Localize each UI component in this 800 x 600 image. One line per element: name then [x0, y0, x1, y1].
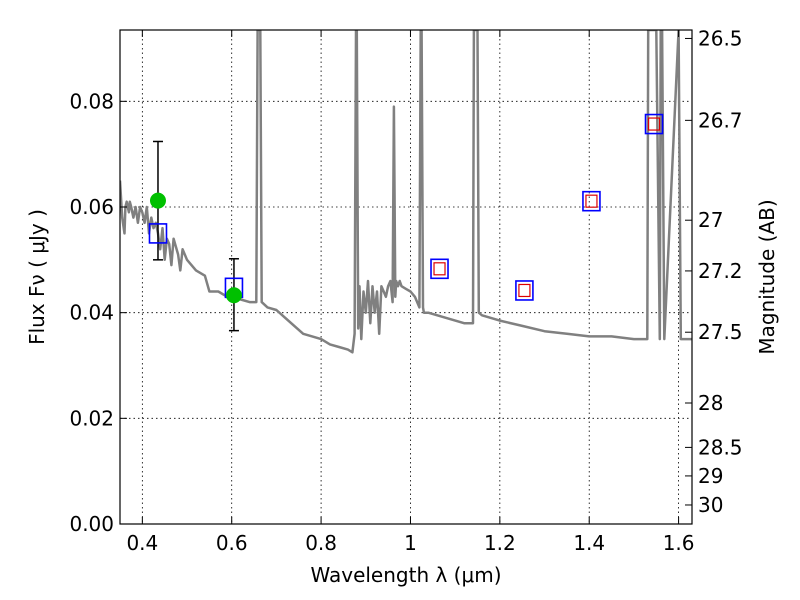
right-tick-label: 28: [698, 391, 723, 415]
observed-flux-point: [149, 192, 166, 209]
model-flux-box: [515, 280, 534, 301]
model-flux-box: [430, 258, 449, 280]
x-tick-label: 0.6: [216, 531, 248, 555]
x-axis-ticks: 0.4 0.6 0.8 1 1.2 1.4 1.6: [126, 30, 695, 555]
y-tick-label: 0.02: [69, 406, 114, 430]
x-tick-label: 1: [404, 531, 417, 555]
y-tick-label: 0.08: [69, 89, 114, 113]
x-tick-label: 0.4: [126, 531, 158, 555]
plot-area: [120, 30, 692, 354]
plot-frame: [119, 29, 693, 525]
x-tick-label: 1.2: [484, 531, 516, 555]
right-tick-label: 27.2: [698, 259, 743, 283]
model-flux-inner-box: [433, 262, 446, 276]
right-tick-label: 30: [698, 493, 723, 517]
x-tick-label: 0.8: [305, 531, 337, 555]
y-tick-label: 0.06: [69, 195, 114, 219]
right-tick-label: 26.5: [698, 26, 743, 50]
model-flux-box: [582, 190, 601, 212]
right-tick-label: 28.5: [698, 435, 743, 459]
y-axis-ticks: 0.00 0.02 0.04 0.06 0.08: [69, 89, 127, 536]
right-axis-label: Magnitude (AB): [755, 199, 779, 354]
right-tick-label: 27.5: [698, 320, 743, 344]
y-tick-label: 0.04: [69, 301, 114, 325]
right-axis-ticks: 26.5 26.7 27 27.2 27.5 28 28.5 29 30: [685, 26, 743, 517]
model-flux-inner-box: [518, 283, 531, 298]
model-flux-inner-box: [585, 194, 598, 208]
observed-flux-point: [225, 287, 242, 304]
right-tick-label: 27: [698, 208, 723, 232]
y-axis-label: Flux Fν ( μJy ): [25, 209, 49, 345]
x-tick-label: 1.4: [573, 531, 605, 555]
model-flux-box: [148, 223, 168, 244]
right-tick-label: 26.7: [698, 108, 743, 132]
model-flux-box: [644, 113, 664, 135]
x-tick-label: 1.6: [663, 531, 695, 555]
spectrum-line: [120, 30, 692, 354]
right-tick-label: 29: [698, 464, 723, 488]
y-tick-label: 0.00: [69, 512, 114, 536]
model-flux-inner-box: [647, 117, 661, 131]
x-axis-label: Wavelength λ (μm): [310, 563, 501, 587]
